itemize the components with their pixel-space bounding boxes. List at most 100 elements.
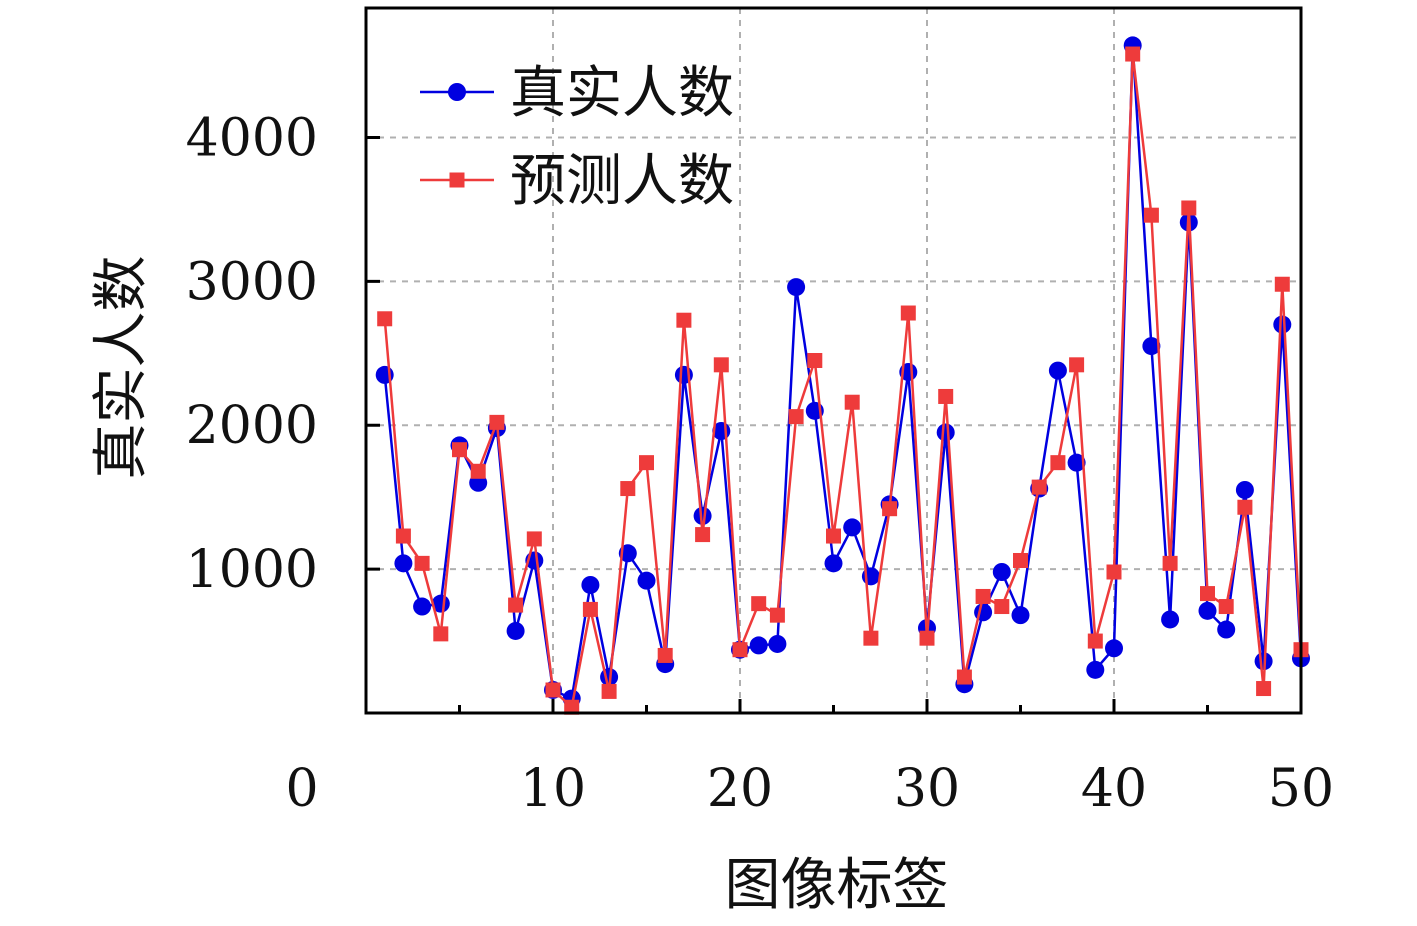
series-2-point <box>1069 357 1085 373</box>
series-1-point <box>637 571 656 590</box>
series-2-point <box>620 481 636 497</box>
y-tick-label: 3000 <box>186 252 318 312</box>
series-2-point <box>844 394 860 410</box>
y-tick-label: 1000 <box>186 540 318 600</box>
series-1-point <box>1067 453 1086 472</box>
series-2-point <box>377 311 393 327</box>
series-1-point <box>824 554 843 573</box>
series-2-point <box>1256 681 1272 697</box>
series-1-point <box>768 634 787 653</box>
x-tick-label: 0 <box>285 759 318 819</box>
series-2-point <box>695 527 711 543</box>
series-1-point <box>936 423 955 442</box>
series-2-point <box>489 414 505 430</box>
series-2-point <box>769 607 785 623</box>
plot-frame <box>364 6 1303 715</box>
series-2-point <box>1013 552 1028 568</box>
series-2-point <box>1237 499 1253 515</box>
series-1-point <box>787 278 806 297</box>
series-1-point <box>1235 480 1254 499</box>
series-layer <box>375 36 1310 715</box>
series-1-point <box>749 636 768 655</box>
series-2-point <box>975 588 991 604</box>
series-2-point <box>1050 455 1066 471</box>
legend-marker <box>448 83 466 101</box>
series-2-point <box>545 682 561 698</box>
series-2-point <box>1200 586 1215 602</box>
series-1-point <box>1142 337 1161 356</box>
legend-label: 真实人数 <box>510 61 734 126</box>
series-1-point <box>1198 601 1217 620</box>
series-2-point <box>601 683 617 699</box>
x-axis-title: 图像标签 <box>725 853 949 918</box>
series-2-point <box>639 455 654 471</box>
series-1-point <box>1048 361 1067 380</box>
series-1-point <box>1161 610 1180 629</box>
series-2-point <box>676 312 692 328</box>
series-2-point <box>1274 276 1290 292</box>
x-tick-label: 10 <box>520 759 586 819</box>
series-2-point <box>657 647 673 663</box>
series-1-point <box>1273 315 1292 334</box>
series-2-point <box>452 442 467 458</box>
y-axis-title: 真实人数 <box>89 256 154 480</box>
y-tick-label: 4000 <box>186 108 318 168</box>
legend-label: 预测人数 <box>510 149 734 214</box>
series-2-point <box>732 642 748 658</box>
series-2-point <box>1087 633 1103 649</box>
series-2-point <box>956 669 972 685</box>
legend-marker <box>449 172 465 188</box>
series-1-point <box>413 597 432 616</box>
series-2-point <box>433 626 449 642</box>
legend-item-1: 真实人数 <box>420 61 734 126</box>
series-1-point <box>843 518 862 537</box>
series-1-point <box>693 506 712 525</box>
series-2-point <box>564 699 580 715</box>
gridlines <box>366 8 1301 713</box>
series-1-point <box>992 563 1011 581</box>
series-2-point <box>900 305 916 321</box>
series-1-point <box>1086 660 1105 679</box>
x-tick-label: 20 <box>707 759 773 819</box>
series-2-point <box>863 630 879 646</box>
series-2-point <box>1181 200 1197 216</box>
series-1-line <box>383 44 1303 700</box>
series-2-point <box>508 597 524 613</box>
series-2-point <box>414 555 430 571</box>
series-2-point <box>1162 555 1178 571</box>
series-2-point <box>1125 46 1141 62</box>
series-1-point <box>394 554 413 573</box>
series-2 <box>377 46 1309 715</box>
series-2-point <box>882 501 898 517</box>
series-2-point <box>807 353 823 368</box>
series-1-point <box>1217 620 1236 639</box>
series-2-point <box>751 596 767 612</box>
series-2-point <box>1031 479 1047 495</box>
series-2-point <box>470 463 486 479</box>
series-2-point <box>713 357 729 373</box>
series-2-point <box>994 599 1010 615</box>
x-tick-label: 50 <box>1268 759 1334 819</box>
series-2-point <box>919 630 935 646</box>
series-2-point <box>1143 207 1159 223</box>
y-tick-label: 2000 <box>186 396 318 456</box>
series-2-point <box>1106 564 1122 580</box>
legend-item-2: 预测人数 <box>420 149 734 214</box>
series-2-point <box>826 528 841 544</box>
series-2-point <box>582 601 598 617</box>
series-1-point <box>1105 639 1123 658</box>
series-1-point <box>581 575 600 594</box>
series-2-point <box>788 409 804 425</box>
series-1-point <box>1011 606 1030 625</box>
series-2-point <box>1218 599 1234 615</box>
series-1-point <box>506 621 525 640</box>
series-2-point <box>526 531 542 547</box>
series-2-line <box>383 52 1303 709</box>
x-tick-label: 30 <box>894 759 960 819</box>
tick-labels: 0 10 20 30 40 50 1000 2000 3000 4000 <box>186 108 1334 819</box>
x-tick-label: 40 <box>1081 759 1147 819</box>
axis-ticks <box>364 135 1303 713</box>
